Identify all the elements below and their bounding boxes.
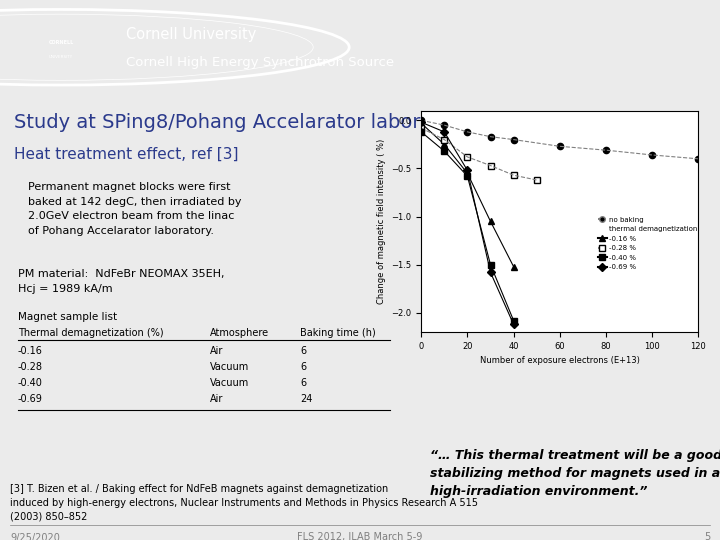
Text: 6: 6 bbox=[300, 379, 306, 388]
Text: -0.69: -0.69 bbox=[18, 395, 43, 404]
Text: Atmosphere: Atmosphere bbox=[210, 327, 269, 338]
Text: CORNELL: CORNELL bbox=[48, 40, 74, 45]
Text: Air: Air bbox=[210, 395, 223, 404]
Text: Thermal demagnetization (%): Thermal demagnetization (%) bbox=[18, 327, 163, 338]
Text: -0.28: -0.28 bbox=[18, 362, 43, 373]
Text: “… This thermal treatment will be a good
stabilizing method for magnets used in : “… This thermal treatment will be a good… bbox=[430, 449, 720, 498]
Text: Baking time (h): Baking time (h) bbox=[300, 327, 376, 338]
Text: FLS 2012, JLAB March 5-9: FLS 2012, JLAB March 5-9 bbox=[297, 532, 423, 540]
Text: 5: 5 bbox=[703, 532, 710, 540]
Text: UNIVERSITY: UNIVERSITY bbox=[49, 55, 73, 59]
Text: 6: 6 bbox=[300, 362, 306, 373]
Text: Magnet sample list: Magnet sample list bbox=[18, 312, 117, 321]
Text: Vacuum: Vacuum bbox=[210, 379, 249, 388]
Text: PM material:  NdFeBr NEOMAX 35EH,
Hcj = 1989 kA/m: PM material: NdFeBr NEOMAX 35EH, Hcj = 1… bbox=[18, 269, 225, 294]
X-axis label: Number of exposure electrons (E+13): Number of exposure electrons (E+13) bbox=[480, 356, 640, 366]
Text: Cornell University: Cornell University bbox=[126, 26, 256, 42]
Text: -0.16: -0.16 bbox=[18, 347, 43, 356]
Legend: no baking, thermal demagnetization, -0.16 %, -0.28 %, -0.40 %, -0.69 %: no baking, thermal demagnetization, -0.1… bbox=[598, 217, 698, 270]
Text: 9/25/2020: 9/25/2020 bbox=[10, 532, 60, 540]
Text: Study at SPing8/Pohang Accelarator laboratory: Study at SPing8/Pohang Accelarator labor… bbox=[14, 112, 472, 132]
Text: [3] T. Bizen et al. / Baking effect for NdFeB magnets against demagnetization
in: [3] T. Bizen et al. / Baking effect for … bbox=[10, 484, 478, 522]
Text: Vacuum: Vacuum bbox=[210, 362, 249, 373]
Text: 24: 24 bbox=[300, 395, 312, 404]
Y-axis label: Change of magnetic field intensity ( %): Change of magnetic field intensity ( %) bbox=[377, 139, 386, 304]
Text: Air: Air bbox=[210, 347, 223, 356]
Text: Permanent magnet blocks were first
baked at 142 degC, then irradiated by
2.0GeV : Permanent magnet blocks were first baked… bbox=[28, 183, 241, 235]
Text: 6: 6 bbox=[300, 347, 306, 356]
Text: Cornell High Energy Synchrotron Source: Cornell High Energy Synchrotron Source bbox=[126, 56, 394, 69]
Text: Heat treatment effect, ref [3]: Heat treatment effect, ref [3] bbox=[14, 146, 238, 161]
Text: -0.40: -0.40 bbox=[18, 379, 43, 388]
